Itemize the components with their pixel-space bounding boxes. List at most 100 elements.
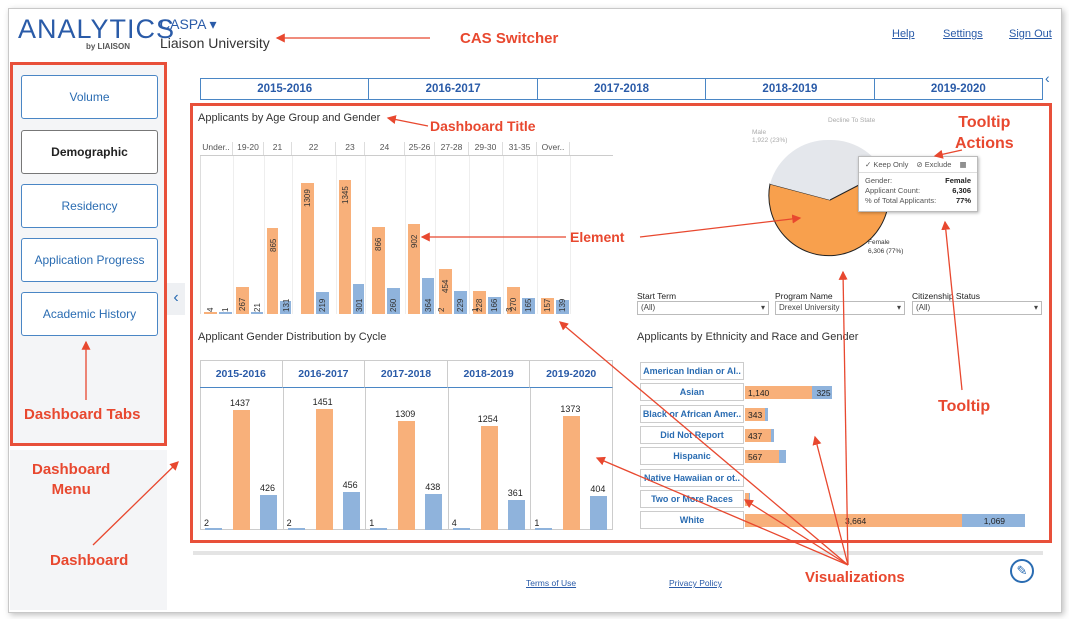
bar-female[interactable] <box>439 268 452 314</box>
cycle-tab[interactable]: 2017-2018 <box>538 79 707 99</box>
bar-female[interactable] <box>473 291 486 314</box>
bar-female[interactable] <box>233 410 250 530</box>
bar-small[interactable] <box>287 528 305 530</box>
citizenship-select[interactable]: (All) ▾ <box>912 301 1042 315</box>
bar-male[interactable] <box>280 300 291 314</box>
bar-female[interactable] <box>398 420 416 530</box>
sign-out-link[interactable]: Sign Out <box>1009 28 1052 40</box>
ethnicity-bar-male[interactable] <box>778 450 786 464</box>
cycle-tab[interactable]: 2016-2017 <box>369 79 538 99</box>
exclude-action[interactable]: ⊘ Exclude <box>916 160 952 169</box>
ethnicity-value-female: 343 <box>748 409 763 420</box>
tab-residency[interactable]: Residency <box>21 184 158 228</box>
settings-link[interactable]: Settings <box>943 28 983 40</box>
bar-small[interactable] <box>205 528 222 530</box>
ethnicity-bar-male[interactable] <box>961 514 1025 528</box>
bar-male[interactable] <box>522 297 535 314</box>
tab-volume[interactable]: Volume <box>21 75 158 119</box>
view-data-icon[interactable]: ▦ <box>959 160 967 169</box>
bar-female[interactable] <box>236 287 249 314</box>
bar-small[interactable] <box>535 528 553 530</box>
tab-application-progress[interactable]: Application Progress <box>21 238 158 282</box>
ethnicity-bar-female[interactable] <box>745 492 749 506</box>
start-term-select[interactable]: (All) ▾ <box>637 301 769 315</box>
bar-female[interactable] <box>267 227 278 314</box>
cycle-header-label[interactable]: 2017-2018 <box>365 360 448 388</box>
annotation-element: Element <box>570 229 625 245</box>
bar-small[interactable] <box>452 528 470 530</box>
age-chart-title: Applicants by Age Group and Gender <box>198 112 381 124</box>
ethnicity-bar-male[interactable] <box>748 492 750 506</box>
ethnicity-row-label[interactable]: Hispanic <box>640 447 744 466</box>
bar-female[interactable] <box>540 298 554 314</box>
cycle-tab[interactable]: 2015-2016 <box>201 79 370 99</box>
bar-male[interactable] <box>488 297 501 314</box>
bar-female[interactable] <box>372 227 385 314</box>
ethnicity-bar-female[interactable] <box>745 407 766 421</box>
annotation-box-tabs <box>10 62 167 446</box>
pie-slice-male[interactable] <box>770 139 830 200</box>
ethnicity-row-label[interactable]: Did Not Report <box>640 425 744 444</box>
cycle-header-label[interactable]: 2019-2020 <box>530 360 613 388</box>
ethnicity-bar-female[interactable] <box>745 386 813 400</box>
bar-male[interactable] <box>555 300 569 314</box>
tab-demographic[interactable]: Demographic <box>21 130 158 174</box>
bar-female[interactable] <box>408 223 420 314</box>
age-group-label: 19-20 <box>233 142 264 155</box>
terms-link[interactable]: Terms of Use <box>526 578 577 588</box>
tab-academic-history[interactable]: Academic History <box>21 292 158 336</box>
bar-male[interactable] <box>352 283 364 314</box>
cas-switcher[interactable]: CASPA ▾ <box>160 16 217 32</box>
ethnicity-row-label[interactable]: Black or African Amer.. <box>640 404 744 423</box>
age-bar-chart: 4 1 267 21 865 131 1309 219 1345 301 866 260 902 364 4… <box>200 156 613 314</box>
bar-male[interactable] <box>342 492 360 530</box>
bar-female[interactable] <box>315 409 333 530</box>
ethnicity-row-label[interactable]: American Indian or Al.. <box>640 362 744 380</box>
cycle-tab[interactable]: 2018-2019 <box>706 79 875 99</box>
help-link[interactable]: Help <box>892 28 915 40</box>
cycle-header-label[interactable]: 2015-2016 <box>200 360 283 388</box>
ethnicity-bar-male[interactable] <box>812 386 832 400</box>
bar-male[interactable] <box>454 291 467 314</box>
bar-male[interactable] <box>218 312 232 314</box>
bar-female[interactable] <box>480 425 498 530</box>
bar-female[interactable] <box>507 287 520 314</box>
bar-male[interactable] <box>260 494 277 530</box>
cycle-header-label[interactable]: 2018-2019 <box>447 360 531 388</box>
ethnicity-bar-female[interactable] <box>745 428 771 442</box>
bar-male[interactable] <box>250 311 263 314</box>
tooltip-label: Gender: <box>865 176 893 185</box>
bar-female[interactable] <box>203 312 217 314</box>
age-group-label: Under.. <box>200 142 233 155</box>
filter-label: Program Name <box>775 291 833 301</box>
expand-right-chevron-icon[interactable]: ‹ <box>1045 70 1050 86</box>
bar-female[interactable] <box>301 183 314 314</box>
cycle-tab[interactable]: 2019-2020 <box>930 83 986 95</box>
program-name-filter: Program Name Drexel University ▾ <box>775 291 905 315</box>
bar-male[interactable] <box>387 288 400 314</box>
cycle-header-label[interactable]: 2016-2017 <box>282 360 366 388</box>
ethnicity-row-label[interactable]: Asian <box>640 383 744 402</box>
privacy-link[interactable]: Privacy Policy <box>669 578 722 588</box>
bar-small[interactable] <box>370 528 388 530</box>
pie-slice-decline[interactable] <box>830 139 884 200</box>
bar-male[interactable] <box>590 496 608 530</box>
bar-male[interactable] <box>425 493 443 530</box>
ethnicity-bar-female[interactable] <box>745 450 779 464</box>
analytics-logo[interactable]: ANALYTICS <box>18 14 176 44</box>
ethnicity-bar-male[interactable] <box>765 407 768 421</box>
bar-male[interactable] <box>422 277 434 314</box>
program-name-select[interactable]: Drexel University ▾ <box>775 301 905 315</box>
edit-pencil-icon[interactable]: ✎ <box>1010 559 1034 583</box>
bar-female[interactable] <box>339 179 351 314</box>
collapse-sidebar-chevron-icon[interactable]: ‹ <box>167 283 185 315</box>
ethnicity-bar-male[interactable] <box>770 428 774 442</box>
horizontal-scrollbar[interactable] <box>193 551 1043 555</box>
keep-only-action[interactable]: ✓ Keep Only <box>865 160 909 169</box>
tooltip-label: Applicant Count: <box>865 186 921 195</box>
cycle-divider <box>447 388 449 530</box>
bar-female[interactable] <box>563 415 581 530</box>
bar-male[interactable] <box>316 292 329 314</box>
bar-male[interactable] <box>507 499 525 530</box>
